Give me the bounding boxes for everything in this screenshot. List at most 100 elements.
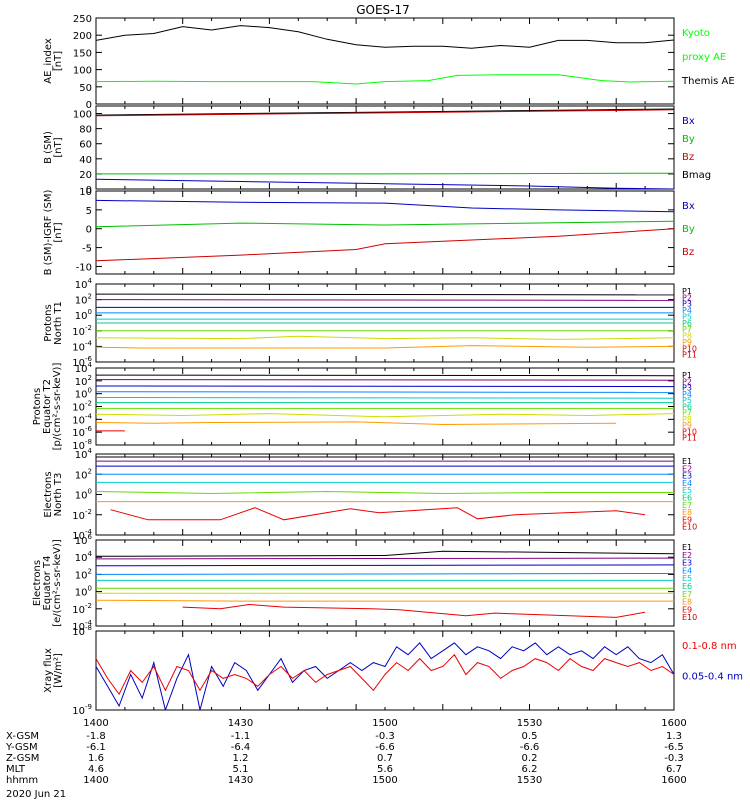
legend-entry: E2	[682, 464, 692, 473]
series-line-by	[96, 220, 674, 228]
y-axis-label: North T1	[53, 301, 64, 345]
y-tick-label: 102	[75, 567, 92, 581]
series-line-p4	[96, 391, 674, 393]
legend-entry: Bx	[682, 201, 695, 212]
x-tick-label: 1500	[372, 718, 397, 729]
panel-2: 0 20 40 60 80 100 B (SM) [nT] Bx By Bz Bmag	[43, 105, 711, 196]
panel-frame	[95, 17, 675, 105]
legend-entry: P5	[682, 312, 692, 321]
orbit-row-value: -0.3	[375, 731, 395, 742]
orbit-row-label: hhmm	[6, 775, 38, 786]
y-axis-label: Xray flux	[43, 648, 54, 693]
y-axis-label: AE_index	[43, 38, 54, 84]
legend-entry: P7	[682, 325, 692, 334]
legend-entry: proxy AE	[682, 52, 726, 63]
legend-entry: Bx	[682, 116, 695, 127]
y-tick-label: 100	[75, 488, 92, 502]
x-tick-label: 1600	[661, 718, 686, 729]
legend-entry: P4	[682, 306, 692, 315]
orbit-row-value: 6.7	[666, 764, 682, 775]
legend-entry: P6	[682, 319, 692, 328]
legend-entry: By	[682, 134, 695, 145]
y-tick-label: 102	[75, 374, 92, 388]
panel-frame	[95, 630, 675, 711]
y-tick-label: 0	[86, 100, 92, 111]
legend-entry: E6	[682, 582, 692, 591]
x-tick-label: 1400	[83, 718, 108, 729]
series-line-bx	[96, 178, 674, 189]
series-line-p1	[96, 293, 674, 296]
orbit-row-value: 1430	[228, 775, 253, 786]
legend-entry: P6	[682, 402, 692, 411]
y-axis-label: Electrons	[43, 471, 54, 517]
series-line-p9	[96, 421, 617, 426]
y-tick-label: 10-6	[72, 355, 92, 369]
orbit-row-value: 5.1	[233, 764, 249, 775]
y-tick-label: 10-2	[72, 508, 92, 522]
legend-entry: E6	[682, 494, 692, 503]
series-line-e9	[182, 603, 646, 618]
y-axis-label: [nT]	[53, 137, 64, 157]
series-line-p2	[96, 379, 674, 381]
series-line-e4	[96, 573, 674, 575]
series-line-bz	[96, 109, 674, 117]
legend-entry: P11	[682, 434, 697, 443]
legend-entry: E7	[682, 590, 692, 599]
panel-8: 10-8 10-9 Xray flux [W/m²] 0.1-0.8 nm 0.05-0.…	[43, 624, 743, 717]
legend-entry: P2	[682, 377, 692, 386]
legend-entry: P3	[682, 300, 692, 309]
series-line-bz	[96, 228, 674, 262]
panel-1: 0 50 100 150 200 250 AE_index [nT] Kyoto proxy AE…	[43, 14, 735, 111]
x-tick-label: 1430	[228, 718, 253, 729]
orbit-row-value: -1.1	[231, 731, 251, 742]
y-axis-label: [nT]	[53, 222, 64, 242]
legend-entry: P4	[682, 390, 692, 399]
y-tick-label: 10-4	[72, 412, 92, 426]
panel-3: -10 -5 0 5 10 B (SM)-IGRF (SM) [nT] Bx By Bz	[43, 187, 695, 275]
orbit-row-value: 1600	[661, 775, 686, 786]
chart-title: GOES-17	[356, 3, 410, 17]
legend-entry: E9	[682, 605, 692, 614]
y-tick-label: 60	[79, 140, 92, 151]
y-tick-label: 10	[79, 187, 92, 198]
legend-entry: P9	[682, 421, 692, 430]
orbit-row-value: -6.4	[231, 742, 251, 753]
y-tick-label: 250	[73, 14, 92, 25]
x-tick-label: 1530	[517, 718, 542, 729]
legend-entry: E7	[682, 501, 692, 510]
series-line-bmag	[96, 108, 674, 116]
legend-entry: P1	[682, 371, 692, 380]
legend-entry: P10	[682, 427, 697, 436]
orbit-row-value: 1.6	[88, 753, 104, 764]
y-tick-label: 102	[75, 293, 92, 307]
legend-entry: E5	[682, 574, 692, 583]
y-tick-label: 100	[75, 585, 92, 599]
y-axis-label: [e/(cm²-s-sr-keV)]	[52, 539, 63, 627]
series-line-p8	[96, 413, 674, 418]
series-line-p3	[96, 385, 674, 388]
legend-entry: E10	[682, 613, 697, 622]
legend-entry: E4	[682, 566, 692, 575]
legend-entry: P1	[682, 287, 692, 296]
y-tick-label: 104	[75, 277, 93, 291]
y-axis-label: [p/(cm²-s-sr-keV)]	[52, 363, 63, 451]
y-axis-label: B (SM)	[43, 131, 54, 164]
orbit-row-value: -6.5	[664, 742, 684, 753]
y-tick-label: 0	[86, 185, 92, 196]
series-line-themis-ae	[96, 25, 674, 49]
orbit-row-value: 6.2	[522, 764, 538, 775]
series-line-e8	[96, 599, 674, 602]
legend-entry: P10	[682, 344, 697, 353]
series-line-0-05-0-4-nm	[96, 642, 674, 710]
legend-entry: E1	[682, 457, 692, 466]
orbit-row-value: -0.3	[664, 753, 684, 764]
y-axis-label: [W/m²]	[53, 653, 64, 688]
y-tick-label: 10-2	[72, 602, 92, 616]
legend-entry: Bmag	[682, 170, 711, 181]
y-tick-label: 10-4	[72, 339, 92, 353]
y-tick-label: 100	[73, 66, 92, 77]
